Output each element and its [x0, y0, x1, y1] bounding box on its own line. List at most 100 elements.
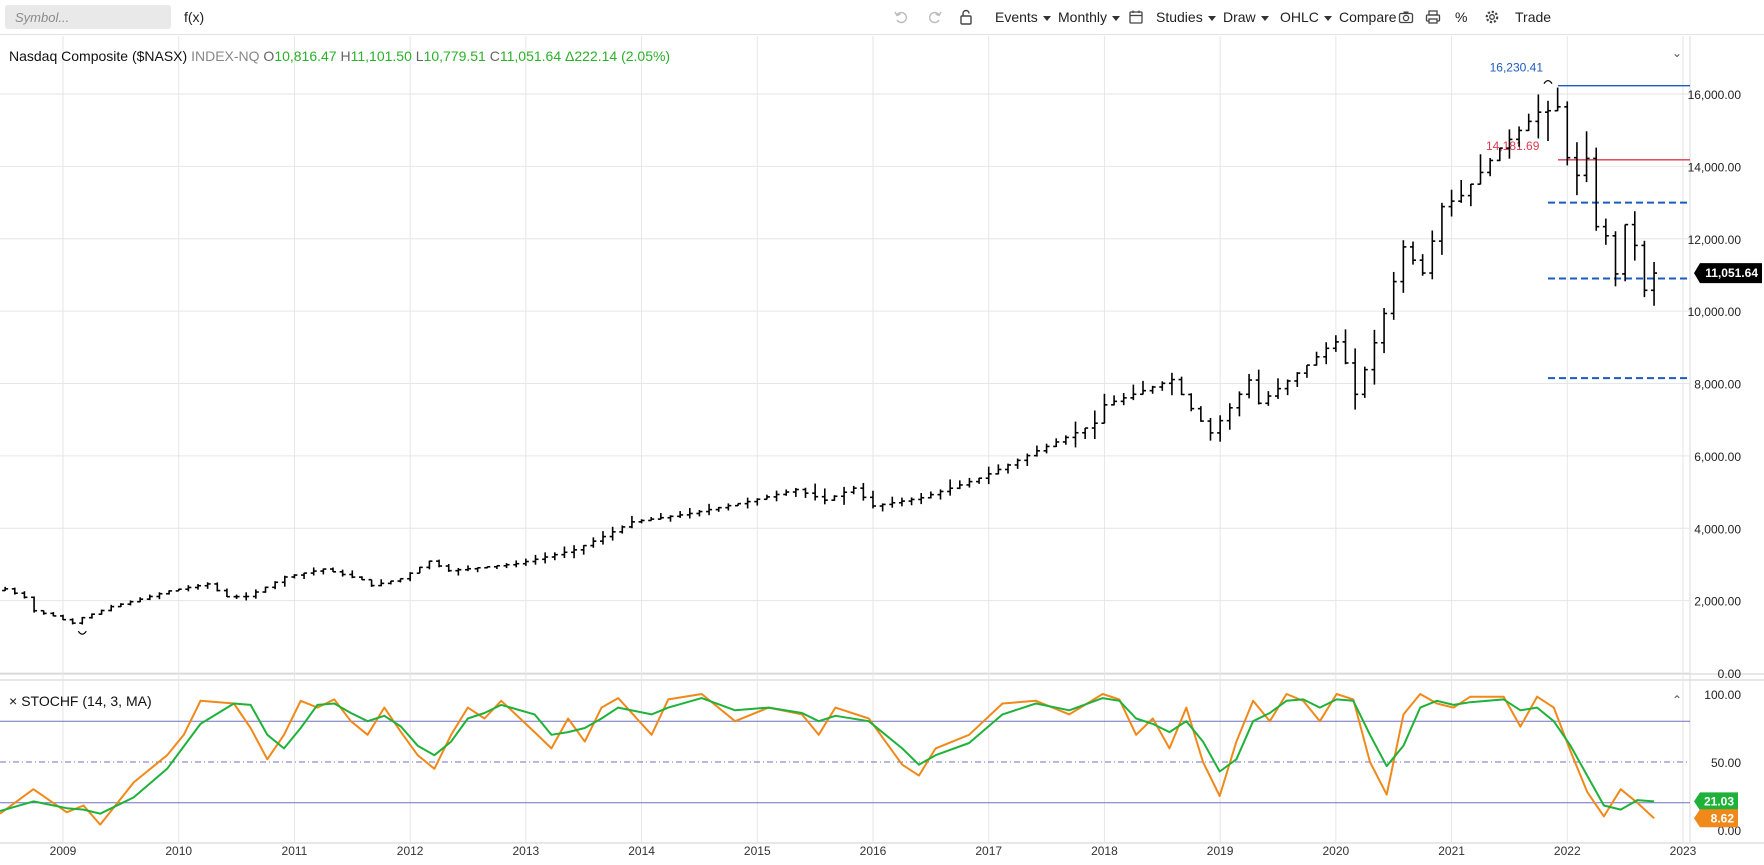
- calendar-icon[interactable]: [1128, 9, 1144, 25]
- ohlc-bar: [21, 591, 28, 599]
- price-axis: 16,000.00 14,000.00 12,000.00 10,000.00 8,00…: [1688, 88, 1742, 681]
- ohlc-bar: [1390, 271, 1397, 320]
- time-tick-label: 2017: [975, 844, 1002, 858]
- ohlc-bar: [1583, 131, 1590, 183]
- instrument-name: Nasdaq Composite ($NASX): [9, 48, 188, 64]
- ohlc-bar: [1236, 391, 1243, 417]
- ohlc-bar: [1545, 100, 1551, 141]
- time-tick-label: 2016: [860, 844, 887, 858]
- ohlc-bar: [146, 594, 153, 601]
- ohlc-bar: [870, 490, 876, 509]
- ohlc-bar: [1554, 87, 1561, 112]
- ohlc-bar: [1294, 372, 1301, 387]
- ohlc-bar: [889, 496, 896, 508]
- ohlc-bar: [513, 560, 520, 568]
- ohlc-bar: [1043, 443, 1050, 454]
- ohlc-bar: [667, 515, 674, 522]
- chevron-up-icon[interactable]: ⌃: [1672, 693, 1683, 707]
- ohlc-bar: [1361, 366, 1368, 398]
- ohlc-bar: [1303, 364, 1310, 378]
- stoch-tick-label: 50.00: [1711, 756, 1741, 770]
- change-value: Δ222.14 (2.05%): [565, 48, 671, 64]
- period-menu[interactable]: Monthly: [1058, 9, 1121, 25]
- close-label: C: [489, 48, 500, 64]
- events-menu[interactable]: Events: [995, 9, 1051, 25]
- time-tick-label: 2021: [1438, 844, 1465, 858]
- ohlc-bar: [233, 594, 240, 599]
- ohlc-bar: [532, 554, 539, 565]
- ohlc-bars: [2, 87, 1658, 625]
- time-tick-label: 2012: [397, 844, 424, 858]
- last-price-tag-bg: [1694, 263, 1762, 284]
- camera-icon[interactable]: [1398, 9, 1414, 25]
- draw-menu[interactable]: Draw: [1223, 9, 1269, 25]
- ohlc-bar: [1284, 379, 1291, 396]
- ohlc-bar: [204, 582, 211, 589]
- ohlc-bar: [1217, 415, 1224, 442]
- function-button[interactable]: f(x): [184, 9, 205, 25]
- ohlc-bar: [1005, 463, 1011, 474]
- ohlc-bar: [1525, 113, 1532, 132]
- ohlc-bar: [1487, 158, 1494, 177]
- undo-icon[interactable]: [893, 9, 909, 25]
- gear-icon[interactable]: [1484, 9, 1500, 25]
- redo-icon[interactable]: [927, 9, 943, 25]
- ohlc-bar: [79, 616, 86, 625]
- symbol-search-input[interactable]: [5, 5, 171, 29]
- ohlc-bar: [551, 552, 558, 561]
- compare-button[interactable]: Compare: [1339, 9, 1397, 25]
- horizontal-lines: 14,181.69: [1486, 84, 1690, 380]
- ohlc-bar: [31, 596, 38, 613]
- trade-button[interactable]: Trade: [1515, 9, 1552, 25]
- last-price-tag-label: 11,051.64: [1705, 266, 1758, 280]
- ohlc-bar: [1053, 438, 1060, 448]
- chart-type-menu[interactable]: OHLC: [1280, 9, 1332, 25]
- ohlc-bar: [918, 493, 925, 505]
- ohlc-bar: [706, 503, 713, 516]
- ohlc-bar: [821, 488, 828, 505]
- chevron-down-icon: [1207, 15, 1216, 21]
- stoch-value-tag-bg: [1694, 809, 1738, 828]
- ohlc-bar: [465, 565, 471, 572]
- ohlc-bar: [802, 487, 809, 498]
- time-tick-label: 2019: [1207, 844, 1234, 858]
- time-tick-label: 2018: [1091, 844, 1118, 858]
- stoch-tick-label: 100.00: [1704, 688, 1741, 702]
- ohlc-bar: [243, 592, 250, 601]
- ohlc-bar: [1168, 372, 1175, 396]
- ohlc-bar: [725, 503, 732, 511]
- period-label: Monthly: [1058, 9, 1108, 25]
- print-icon[interactable]: [1425, 9, 1441, 25]
- ohlc-bar: [773, 490, 780, 502]
- ohlc-bar: [609, 526, 616, 541]
- ohlc-bar: [1072, 421, 1079, 448]
- ohlc-bar: [860, 482, 867, 501]
- ohlc-bar: [397, 577, 404, 583]
- ohlc-bar: [754, 498, 761, 506]
- ohlc-bar: [166, 590, 173, 595]
- ohlc-bar: [1226, 403, 1233, 430]
- ohlc-bar: [763, 494, 770, 501]
- time-tick-label: 2023: [1670, 844, 1697, 858]
- ohlc-bar: [600, 531, 606, 545]
- ohlc-bar: [223, 588, 230, 598]
- ohlc-bar: [1178, 376, 1185, 396]
- ohlc-bar: [1159, 381, 1166, 391]
- chevron-down-icon[interactable]: ⌄: [1672, 46, 1683, 60]
- ohlc-bar: [214, 582, 221, 592]
- ohlc-bar: [1535, 94, 1542, 139]
- percent-button[interactable]: %: [1455, 9, 1468, 25]
- ohlc-bar: [503, 563, 510, 569]
- close-indicator-icon[interactable]: ×: [9, 693, 18, 709]
- chevron-down-icon: [1323, 15, 1332, 21]
- ohlc-bar: [1612, 231, 1619, 287]
- ohlc-bar: [493, 564, 500, 570]
- studies-menu[interactable]: Studies: [1156, 9, 1216, 25]
- ohlc-bar: [898, 497, 905, 507]
- high-value: 11,101.50: [350, 48, 412, 64]
- unlock-icon[interactable]: [958, 9, 974, 25]
- ohlc-bar: [252, 589, 259, 599]
- low-value: 10,779.51: [423, 48, 486, 64]
- ohlc-bar: [1323, 342, 1330, 365]
